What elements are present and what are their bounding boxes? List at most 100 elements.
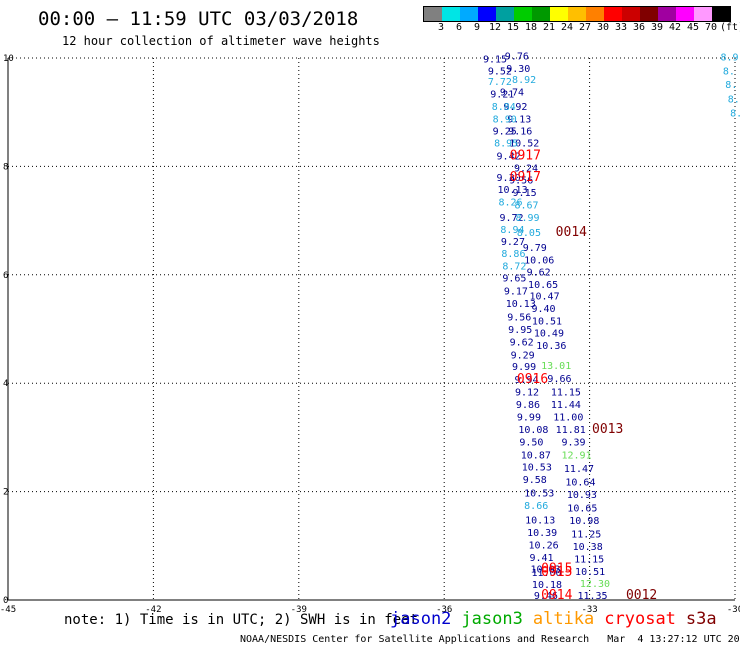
wave-height-label: 10.53 [522,462,552,473]
wave-height-label: 9.27 [501,237,525,248]
wave-height-label: 9.25 [493,126,517,137]
wave-height-label: 8.95 [494,138,518,149]
wave-height-label: 9.62 [510,337,534,348]
y-tick-label: 4 [3,379,8,389]
wave-height-label: 10.53 [524,488,554,499]
wave-height-label: 8.05 [517,228,541,239]
time-label: 0915 [541,565,572,580]
x-tick-label: -33 [581,605,597,615]
x-tick-label: -39 [291,605,307,615]
legend-swatch [640,7,658,21]
legend-label: 6 [455,22,463,33]
wave-height-label: 13.01 [541,361,571,372]
legend-swatch [622,7,640,21]
legend-label: 30 [596,22,610,33]
footer-credit: NOAA/NESDIS Center for Satellite Applica… [240,634,740,645]
wave-height-label: 10.65 [567,504,597,515]
wave-height-label: 10.06 [524,255,554,266]
wave-height-label: 10.39 [527,528,557,539]
legend-swatch [568,7,586,21]
legend-label: 70 [704,22,718,33]
wave-height-label: 9.50 [519,438,543,449]
legend-label: 9 [473,22,481,33]
wave-height-label: 7.72 [488,77,512,88]
wave-height-label: 10.13 [506,299,536,310]
wave-height-label: 9.29 [511,350,535,361]
wave-height-label: 10.47 [530,292,560,303]
wave-height-label: 10.03 [530,564,560,575]
legend-label: 27 [578,22,592,33]
wave-height-label: 10.51 [532,317,562,328]
wave-height-label: 10.98 [569,516,599,527]
wave-height-label: 9.95 [508,325,532,336]
wave-height-label: 11.81 [556,425,586,436]
time-label: 0917 [510,148,541,163]
wave-height-label: 8.72 [502,261,526,272]
time-label: 0917 [510,170,541,185]
wave-height-label: 9.62 [527,267,551,278]
legend-swatch [712,7,730,21]
time-label: 0915 [541,561,572,576]
legend-swatch [604,7,622,21]
time-label: 0013 [592,422,623,437]
wave-height-label: 9.42 [497,151,521,162]
wave-height-label: 11.35 [577,591,607,602]
wave-height-label: 8. [728,94,740,105]
legend-label: 33 [614,22,628,33]
wave-height-label: 9.30 [506,64,530,75]
legend-label: 45 [686,22,700,33]
legend-swatch [550,7,568,21]
legend-label: 21 [542,22,556,33]
wave-height-label: 9.16 [508,126,532,137]
y-tick-label: 2 [3,488,8,498]
x-tick-label: -45 [0,605,16,615]
wave-height-label: 9.99 [517,413,541,424]
wave-height-label: 11.47 [564,464,594,475]
y-tick-label: 10 [3,54,14,64]
wave-height-label: 8.67 [514,201,538,212]
satellite-altika: altika [532,609,595,629]
x-tick-label: -36 [436,605,452,615]
wave-height-label: 9.58 [523,475,547,486]
wave-height-label: 9.99 [512,362,536,373]
wave-height-label: 10.93 [567,490,597,501]
satellite-jason2: jason2 [390,609,452,629]
wave-height-label: 9.94 [514,375,538,386]
wave-height-label: 8.92 [512,75,536,86]
wave-height-label: 9.46 [534,591,558,602]
legend-swatch [460,7,478,21]
wave-height-label: 8. [725,80,737,91]
wave-height-label: 11.15 [574,555,604,566]
satellite-jason3: jason3 [461,609,523,629]
wave-height-label: 10.52 [509,138,539,149]
y-tick-label: 0 [3,596,8,606]
legend-label: 3 [437,22,445,33]
units-note: note: 1) Time is in UTC; 2) SWH is in fe… [64,612,419,628]
wave-height-label: 9.30 [497,173,521,184]
wave-height-label: 8.90 [493,114,517,125]
color-scale-legend [423,6,731,22]
legend-swatch [496,7,514,21]
wave-height-label: 8.94 [500,225,524,236]
wave-height-label: 8.66 [524,501,548,512]
wave-height-label: 9.56 [509,176,533,187]
legend-swatch [694,7,712,21]
legend-swatch [514,7,532,21]
wave-height-label: 8.9 [720,53,738,64]
wave-height-label: 10.36 [536,341,566,352]
wave-height-label: 10.49 [534,329,564,340]
wave-height-label: 9.52 [488,66,512,77]
wave-height-label: 8.26 [498,197,522,208]
wave-height-label: 9.15 [483,54,507,65]
wave-height-label: 9.92 [503,102,527,113]
chart-subtitle: 12 hour collection of altimeter wave hei… [62,34,380,48]
wave-height-label: 8.86 [501,249,525,260]
wave-height-label: 10.08 [518,425,548,436]
wave-height-label: 8. [723,66,735,77]
wave-height-label: 10.26 [529,541,559,552]
wave-height-label: 8.99 [515,213,539,224]
wave-height-label: 9.39 [561,438,585,449]
legend-swatch [658,7,676,21]
wave-height-label: 9.56 [507,312,531,323]
